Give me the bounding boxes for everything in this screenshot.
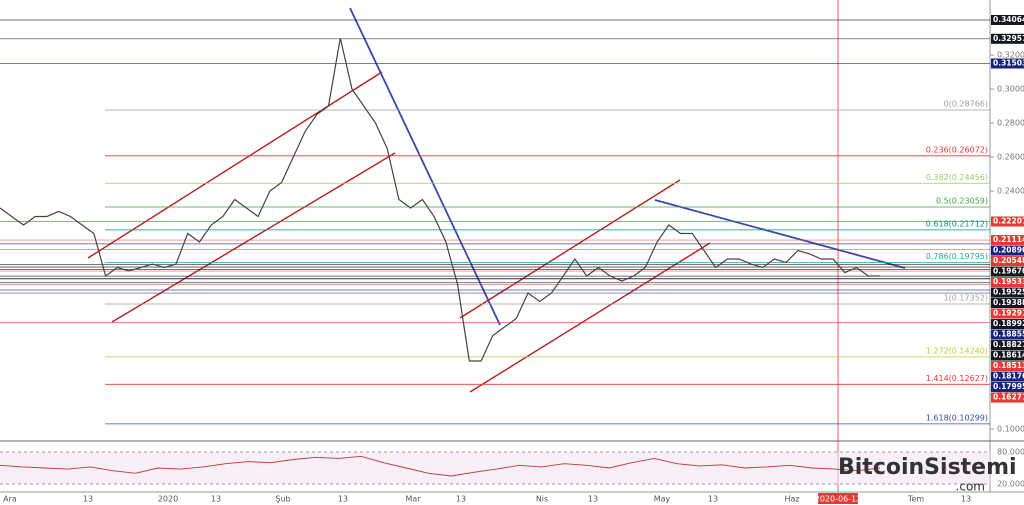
level-badge	[991, 266, 1024, 277]
rsi-line	[0, 455, 881, 477]
level-badge	[991, 382, 1024, 393]
level-label: 0.19388	[993, 298, 1024, 307]
level-label: 0.19533	[993, 277, 1024, 286]
fib-label: 0(0.28766)	[944, 100, 988, 109]
x-tick-label: 13	[708, 495, 718, 504]
x-tick-label: Ara	[3, 495, 17, 504]
level-label: 0.19291	[993, 309, 1024, 318]
level-label: 0.16271	[993, 393, 1024, 402]
level-badge	[991, 33, 1024, 44]
x-tick-label: 13	[961, 495, 971, 504]
level-label: 0.18855	[993, 330, 1024, 339]
x-tick-label: Nis	[536, 495, 548, 504]
level-badge	[991, 350, 1024, 361]
x-tick-label: 13	[83, 495, 93, 504]
level-label: 0.18513	[993, 361, 1024, 370]
level-badge	[991, 287, 1024, 298]
fib-label: 0.236(0.26072)	[926, 145, 988, 154]
level-label: 0.18176	[993, 372, 1024, 381]
level-label: 0.32957	[993, 34, 1024, 43]
x-tick-label: 2020-06-12	[815, 495, 862, 504]
level-badge	[991, 298, 1024, 309]
level-badge	[991, 361, 1024, 372]
fib-label: 1.414(0.12627)	[926, 374, 988, 383]
level-label: 0.19670	[993, 267, 1024, 276]
price-line	[0, 37, 880, 362]
x-tick-label: May	[654, 495, 671, 504]
trendlines	[87, 7, 906, 393]
watermark-domain: .com	[956, 480, 985, 494]
x-tick-label: Haz	[784, 495, 799, 504]
x-tick-label: 13	[338, 495, 348, 504]
watermark: BitcoinSistemi .com	[838, 455, 1017, 494]
level-badge	[991, 14, 1024, 25]
level-label: 0.31503	[993, 59, 1024, 68]
x-tick-label: 13	[588, 495, 598, 504]
level-badge	[991, 371, 1024, 382]
x-tick-label: Mar	[405, 495, 421, 504]
level-label: 0.18827	[993, 340, 1024, 349]
level-badge	[991, 256, 1024, 267]
level-badge	[991, 329, 1024, 340]
level-badge	[991, 340, 1024, 351]
level-label: 0.18992	[993, 319, 1024, 328]
level-label: 0.20548	[993, 256, 1024, 265]
level-label: 0.22207	[993, 216, 1024, 225]
level-label: 0.20890	[993, 246, 1024, 255]
fib-label: 1.272(0.14240)	[926, 346, 988, 355]
level-label: 0.21114	[993, 235, 1024, 244]
level-badge	[991, 245, 1024, 256]
x-tick-label: 13	[211, 495, 221, 504]
level-label: 0.34064	[993, 15, 1024, 24]
level-label: 0.19525	[993, 288, 1024, 297]
x-tick-label: 13	[456, 495, 466, 504]
level-label: 0.18614	[993, 351, 1024, 360]
level-badge	[991, 216, 1024, 227]
level-badge	[991, 58, 1024, 69]
level-badge	[991, 277, 1024, 288]
date-badge	[818, 493, 858, 504]
level-badge	[991, 392, 1024, 403]
level-label: 0.17995	[993, 382, 1024, 391]
level-badge	[991, 319, 1024, 330]
x-tick-label: Şub	[275, 495, 290, 504]
fib-label: 0.618(0.21712)	[926, 219, 988, 228]
fib-label: 0.786(0.19795)	[926, 252, 988, 261]
fib-label: 1.618(0.10299)	[926, 413, 988, 422]
level-badge	[991, 235, 1024, 246]
x-tick-label: 2020	[158, 495, 178, 504]
fib-label: 0.5(0.23059)	[936, 197, 988, 206]
fib-label: 1(0.17352)	[944, 294, 988, 303]
x-tick-label: Tem	[907, 495, 924, 504]
watermark-name: BitcoinSistemi	[838, 455, 1017, 480]
fib-label: 0.382(0.24456)	[926, 173, 988, 182]
level-badge	[991, 308, 1024, 319]
